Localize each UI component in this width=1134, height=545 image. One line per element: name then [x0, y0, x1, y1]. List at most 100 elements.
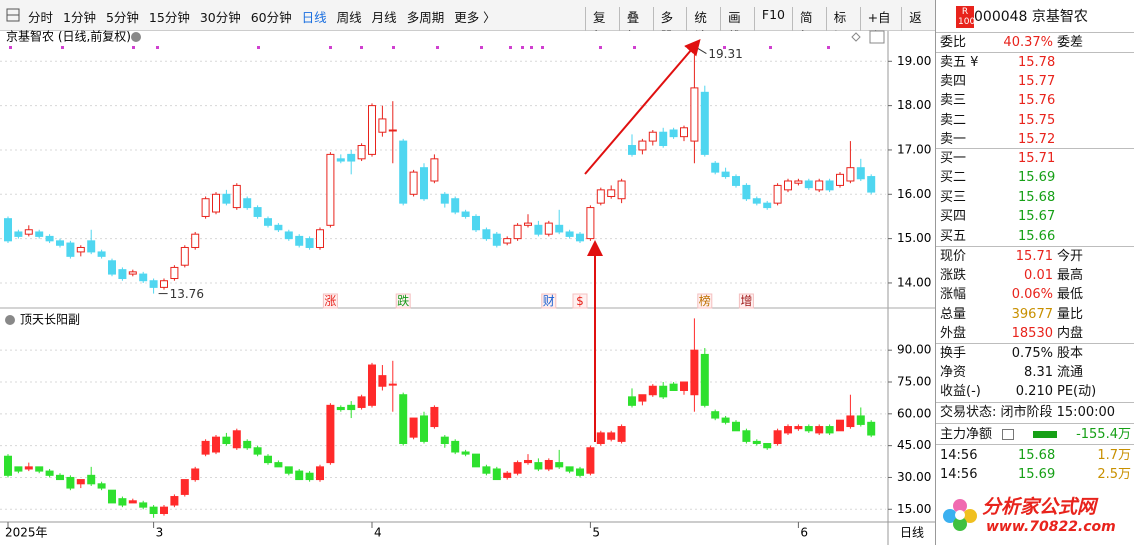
collapse-icon[interactable] [131, 32, 141, 42]
bids-row: 买三 15.68 [936, 188, 1134, 207]
period-tab[interactable]: 多周期 [406, 10, 445, 25]
candle-body [648, 385, 657, 396]
bids-row: 买四 15.67 [936, 207, 1134, 226]
event-label: 涨 [324, 293, 336, 308]
candle-body [336, 406, 345, 411]
label: 卖三 [940, 93, 967, 109]
badge-sub: 1000 [958, 17, 981, 27]
period-tab[interactable]: 周线 [336, 10, 362, 25]
candle-body [576, 233, 584, 242]
diamond-icon[interactable] [851, 32, 861, 42]
candle-body [815, 180, 824, 191]
event-badge [697, 293, 713, 309]
period-tab[interactable]: 日线 [301, 10, 327, 25]
candle-body [773, 184, 782, 204]
x-tick-label: 5 [592, 526, 600, 540]
candle-body [680, 127, 688, 138]
flow-row: 主力净额 -155.4万 [936, 425, 1134, 444]
candle-body [856, 167, 865, 180]
period-tab[interactable]: 1分钟 [63, 10, 96, 25]
label: 量比 [1057, 306, 1084, 322]
period-tab[interactable]: 更多 〉 [454, 10, 496, 25]
stats2-row: 换手 0.75% 股本 [936, 344, 1134, 363]
x-tick-label: 6 [800, 526, 808, 540]
candle-body [690, 87, 699, 142]
stock-title: 000048 京基智农 [974, 9, 1088, 25]
candle-body [284, 466, 293, 474]
value: 18530 [1011, 325, 1053, 341]
candle-body [326, 153, 335, 226]
candle-body [482, 466, 491, 474]
label: 买四 [940, 209, 967, 225]
candle-body [139, 502, 148, 508]
label: 卖一 [940, 131, 967, 147]
signal-dots [9, 46, 830, 49]
candle-body [128, 271, 137, 275]
candle-body [732, 421, 740, 432]
candle-body [368, 105, 376, 155]
y-tick-label: 14.00 [897, 275, 931, 289]
bids-row: 买二 15.69 [936, 168, 1134, 187]
menu-icon[interactable] [4, 0, 24, 30]
tool-button[interactable]: F10 [753, 7, 792, 45]
separator [936, 246, 1134, 247]
candle-body [24, 229, 33, 235]
value: 15.71 [1018, 151, 1056, 166]
candle-body [170, 496, 179, 506]
candle-body [836, 173, 844, 186]
stats2-row: 收益(-) 0.210 PE(动) [936, 382, 1134, 401]
candle-body [742, 184, 751, 200]
candle-body [160, 506, 168, 515]
candle-body [118, 269, 127, 280]
label: PE(动) [1057, 384, 1097, 400]
flow-icon[interactable] [1002, 429, 1014, 440]
candle-body [180, 479, 189, 495]
value: 15.69 [1018, 170, 1056, 186]
candle-body [513, 462, 522, 474]
candle-body [784, 180, 792, 191]
candle-body [700, 353, 709, 406]
candle-body [388, 383, 397, 386]
candle-body [232, 430, 241, 449]
period-tab[interactable]: 30分钟 [199, 10, 241, 25]
period-tab[interactable]: 15分钟 [148, 10, 190, 25]
period-tab[interactable]: 月线 [371, 10, 397, 25]
candle-body [45, 470, 54, 476]
candle-body [763, 202, 772, 209]
minimize-button[interactable] [869, 30, 885, 44]
period-tab[interactable]: 分时 [28, 10, 54, 25]
candle-body [253, 207, 262, 217]
candle-body [430, 406, 439, 428]
candle-body [628, 396, 636, 406]
value: 15.69 [1018, 467, 1056, 483]
label: 2.5万 [1097, 467, 1131, 483]
candle-body [763, 443, 772, 449]
label: 最低 [1057, 287, 1084, 303]
value: 15.68 [1018, 189, 1056, 205]
label: 收益(-) [940, 384, 981, 400]
candle-body [825, 180, 834, 191]
candle-body [191, 468, 200, 481]
candle-body [461, 451, 470, 455]
event-badge [322, 293, 338, 309]
candle-body [784, 426, 792, 434]
period-tab[interactable]: 60分钟 [250, 10, 292, 25]
candle-body [35, 466, 44, 472]
candle-body [399, 140, 408, 204]
candle-body [513, 224, 522, 240]
period-tab[interactable]: 5分钟 [105, 10, 139, 25]
candle-body [378, 118, 387, 133]
label: 流通 [1057, 365, 1084, 381]
stats-row: 现价 15.71 今开 [936, 247, 1134, 266]
collapse-icon[interactable] [5, 315, 15, 325]
candle-body [638, 140, 647, 151]
candle-body [295, 470, 304, 481]
candle-body [472, 453, 480, 468]
candle-body [232, 184, 241, 209]
stats2-row: 净资 8.31 流通 [936, 363, 1134, 382]
candle-body [752, 198, 761, 204]
period-tabs: 分时 1分钟 5分钟 15分钟 30分钟 60分钟 日线 周线 月线 多周期 更多 〉 [28, 7, 496, 26]
candle-body [160, 280, 168, 288]
y-tick-label: 75.00 [897, 375, 931, 389]
period-label: 日线 [900, 526, 924, 540]
